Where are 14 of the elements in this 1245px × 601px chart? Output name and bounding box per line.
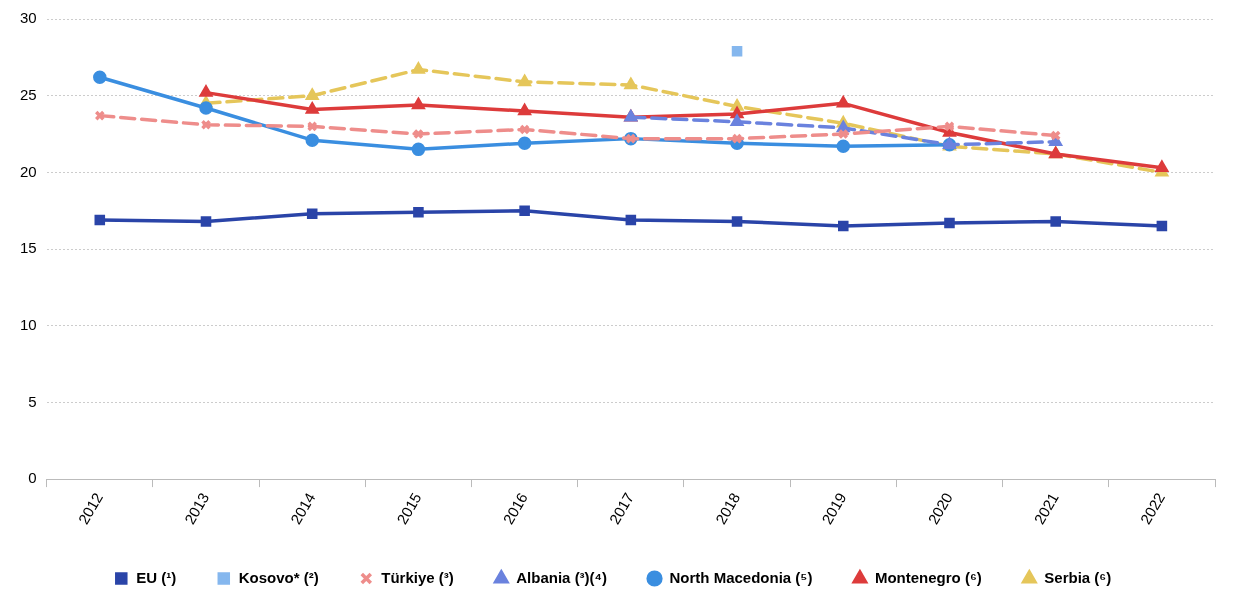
legend-label: Serbia (⁶) [1044, 568, 1112, 586]
y-tick-label: 10 [20, 315, 37, 333]
legend-label: EU (¹) [136, 568, 177, 586]
y-tick-label: 25 [20, 85, 37, 103]
legend-label: Kosovo* (²) [238, 568, 319, 586]
y-tick-label: 5 [28, 392, 37, 410]
legend-label: Türkiye (³) [381, 568, 454, 586]
y-tick-label: 0 [28, 469, 37, 487]
y-tick-label: 30 [20, 9, 37, 27]
y-tick-label: 15 [20, 239, 37, 257]
legend-label: North Macedonia (⁵) [669, 568, 813, 586]
legend-label: Montenegro (⁶) [874, 568, 982, 586]
y-tick-label: 20 [20, 162, 37, 180]
legend-label: Albania (³)(⁴) [516, 568, 608, 586]
